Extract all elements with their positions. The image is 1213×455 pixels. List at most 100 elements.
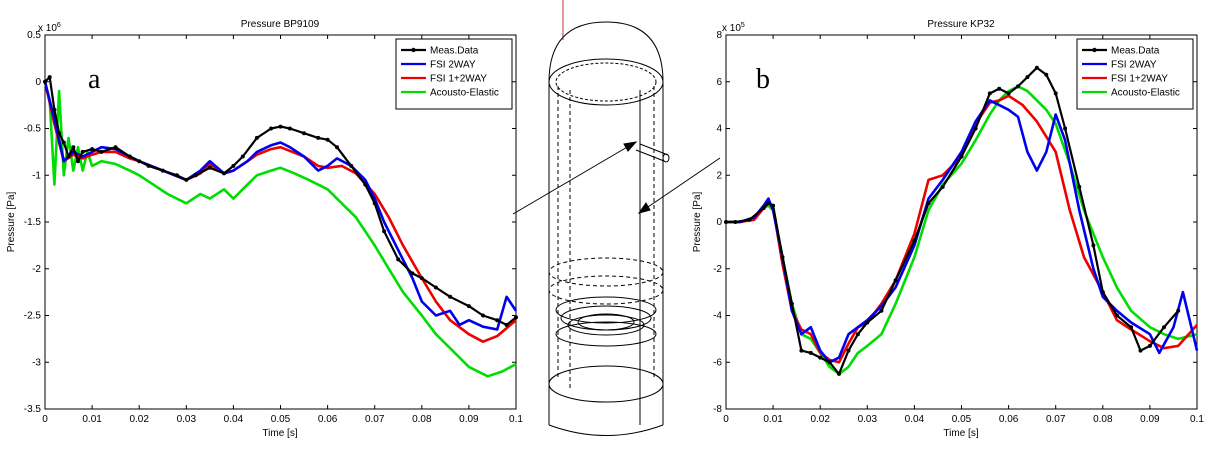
top-rim-inner [555, 62, 657, 102]
y-tick-label: -2 [713, 264, 722, 275]
y-tick-label: 0 [716, 217, 722, 228]
data-point [61, 140, 66, 145]
sensor-nozzle [635, 143, 670, 163]
x-tick-label: 0.01 [82, 414, 102, 425]
legend: Meas.Data FSI 2WAY FSI 1+2WAY Acousto-Elast… [395, 38, 513, 110]
data-point [448, 294, 453, 299]
x-axis-label: Time [s] [943, 428, 978, 439]
data-point [193, 173, 198, 178]
data-point [879, 308, 884, 313]
x-tick-label: 0.08 [412, 414, 432, 425]
data-point [1162, 325, 1166, 330]
x-tick-label: 0.02 [129, 414, 149, 425]
data-point [1063, 126, 1068, 131]
chart-panel-a: Pressure BP9109 Time [s] Pressure [Pa] x… [6, 19, 523, 439]
data-point [504, 322, 509, 327]
data-point [865, 320, 870, 325]
data-point [146, 163, 151, 168]
legend: Meas.Data FSI 2WAY FSI 1+2WAY Acousto-Elast… [1076, 38, 1194, 110]
data-point [1016, 84, 1020, 89]
legend-label: Meas.Data [1111, 46, 1160, 57]
data-point [184, 177, 189, 182]
data-point [76, 159, 80, 164]
data-point [137, 159, 142, 164]
x-tick-label: 0.03 [858, 414, 878, 425]
x-tick-label: 0.09 [459, 414, 479, 425]
x-tick-label: 0.07 [1046, 414, 1066, 425]
x-tick-label: 0.06 [999, 414, 1019, 425]
y-tick-label: -6 [713, 357, 722, 368]
data-point [231, 163, 236, 168]
data-point [433, 285, 438, 290]
data-point [1138, 348, 1143, 353]
y-tick-label: -1 [32, 170, 41, 181]
data-point [837, 371, 841, 376]
data-point [254, 135, 259, 140]
data-point [780, 255, 785, 260]
data-point [71, 145, 76, 150]
data-point [733, 220, 738, 224]
y-exponent-base: x 10 [722, 23, 741, 34]
plate-4 [577, 313, 635, 331]
arrow-to-sensor-b [644, 157, 721, 210]
y-tick-label: 0 [35, 77, 41, 88]
data-point [1100, 290, 1105, 295]
x-tick-label: 0.05 [952, 414, 972, 425]
series-group [43, 75, 518, 378]
legend-label: FSI 2WAY [1111, 60, 1157, 71]
data-point [335, 145, 339, 150]
x-tick-label: 0.01 [763, 414, 783, 425]
legend-label: Meas.Data [430, 46, 479, 57]
data-point [846, 348, 851, 353]
data-point [52, 107, 57, 112]
data-point [789, 301, 794, 306]
data-point [316, 135, 321, 140]
data-point [799, 348, 804, 353]
data-point [808, 350, 813, 355]
axis-ticks: 0 0.01 0.02 0.03 0.04 0.05 0.06 0.07 0.08 0.09 0.1… [713, 30, 1204, 425]
y-tick-label: 6 [716, 77, 722, 88]
data-point [514, 315, 518, 320]
data-point [466, 304, 471, 309]
data-point [90, 147, 95, 152]
data-point [43, 79, 47, 84]
y-tick-label: -3.5 [24, 404, 42, 415]
y-tick-label: -4 [713, 311, 722, 322]
data-point [419, 276, 424, 281]
axis-ticks: 0 0.01 0.02 0.03 0.04 0.05 0.06 0.07 0.08 0.09 0.1… [24, 30, 524, 425]
series-line-fsi-2way [43, 81, 518, 331]
data-point [1044, 72, 1049, 77]
data-point [827, 360, 832, 365]
data-point [893, 278, 898, 283]
data-point [269, 126, 274, 131]
plate-2 [560, 305, 652, 331]
data-point [1129, 325, 1134, 330]
y-tick-label: 4 [716, 124, 722, 135]
panel-letter: b [756, 64, 770, 95]
x-tick-label: 0 [42, 414, 48, 425]
data-point [382, 229, 387, 234]
data-point [99, 149, 104, 154]
legend-label: FSI 1+2WAY [1111, 74, 1168, 85]
chart-title: Pressure KP32 [927, 19, 995, 30]
data-point [481, 313, 485, 318]
y-tick-label: 2 [716, 170, 722, 181]
x-tick-label: 0.06 [318, 414, 338, 425]
data-point [80, 149, 85, 154]
data-point [997, 86, 1002, 91]
data-point [495, 318, 500, 323]
data-point [1176, 308, 1181, 313]
data-point [959, 154, 964, 159]
data-point [57, 131, 62, 136]
top-rim [548, 58, 664, 106]
y-tick-label: -2.5 [24, 311, 42, 322]
arrow-head-a [623, 141, 638, 152]
y-exponent-base: x 10 [38, 23, 57, 34]
legend-marker [411, 47, 416, 53]
y-tick-label: -0.5 [24, 124, 42, 135]
data-point [363, 182, 368, 187]
chart-title: Pressure BP9109 [241, 19, 320, 30]
data-point [207, 165, 212, 170]
data-point [240, 154, 245, 159]
x-tick-label: 0.03 [177, 414, 197, 425]
